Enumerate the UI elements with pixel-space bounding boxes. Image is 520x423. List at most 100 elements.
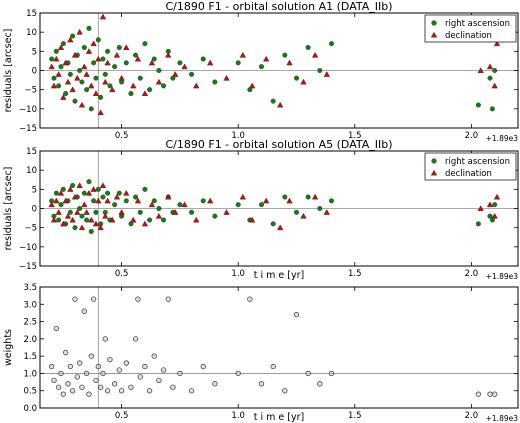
data-point bbox=[112, 64, 118, 70]
data-point bbox=[151, 198, 157, 204]
data-point bbox=[92, 90, 100, 96]
data-point bbox=[105, 190, 111, 196]
data-point bbox=[97, 109, 104, 116]
data-point bbox=[141, 90, 149, 96]
data-point bbox=[105, 48, 111, 54]
data-point bbox=[177, 370, 183, 377]
data-point bbox=[493, 40, 501, 47]
data-point bbox=[58, 370, 64, 377]
y-tick-label: −10 bbox=[19, 105, 37, 115]
data-point bbox=[123, 60, 129, 66]
data-point bbox=[81, 308, 87, 314]
data-point bbox=[76, 182, 83, 188]
data-point bbox=[51, 75, 57, 81]
data-point bbox=[95, 55, 102, 62]
x-offset-label: +1.89e3 bbox=[486, 134, 519, 143]
data-point bbox=[123, 189, 130, 196]
x-offset-label: +1.89e3 bbox=[486, 272, 519, 281]
data-point bbox=[88, 106, 94, 112]
data-point bbox=[188, 388, 195, 394]
data-point bbox=[323, 71, 330, 77]
data-point bbox=[107, 83, 113, 89]
data-point bbox=[193, 82, 200, 89]
data-point bbox=[491, 212, 498, 219]
data-point bbox=[317, 67, 323, 73]
data-point bbox=[83, 209, 90, 215]
data-point bbox=[263, 55, 270, 62]
data-point bbox=[79, 384, 85, 390]
legend-marker-triangle bbox=[430, 31, 438, 38]
data-point bbox=[123, 44, 130, 50]
legend-label: declination bbox=[445, 31, 492, 41]
data-point bbox=[60, 94, 67, 100]
data-point bbox=[69, 216, 76, 223]
y-tick-label: 5 bbox=[32, 185, 37, 195]
data-point bbox=[134, 55, 142, 62]
data-point bbox=[49, 56, 55, 62]
data-point bbox=[489, 106, 495, 112]
data-point bbox=[99, 182, 107, 188]
data-point bbox=[84, 217, 90, 223]
data-point bbox=[95, 197, 102, 204]
data-point bbox=[305, 45, 311, 51]
data-point bbox=[70, 33, 76, 39]
data-point bbox=[492, 202, 498, 208]
data-point bbox=[79, 79, 85, 85]
data-point bbox=[55, 209, 62, 215]
data-point bbox=[193, 216, 200, 223]
data-point bbox=[91, 198, 97, 204]
data-point bbox=[142, 41, 148, 47]
data-point bbox=[83, 71, 90, 77]
data-point bbox=[148, 201, 156, 208]
data-point bbox=[81, 190, 87, 196]
data-point bbox=[88, 353, 94, 359]
data-point bbox=[123, 360, 129, 366]
data-point bbox=[133, 194, 139, 200]
data-point bbox=[249, 216, 256, 223]
data-point bbox=[57, 189, 65, 196]
data-point bbox=[317, 381, 323, 387]
legend-box bbox=[424, 152, 517, 181]
data-point bbox=[102, 78, 109, 85]
data-point bbox=[72, 296, 78, 302]
plot-frame bbox=[39, 286, 519, 409]
data-point bbox=[86, 25, 92, 31]
chart-title: C/1890 F1 - orbital solution A5 (DATA_II… bbox=[165, 138, 392, 151]
data-point bbox=[300, 78, 307, 85]
data-point bbox=[123, 198, 129, 204]
data-point bbox=[492, 67, 498, 73]
y-tick-label: −15 bbox=[19, 262, 37, 272]
data-point bbox=[247, 296, 253, 302]
data-point bbox=[147, 87, 153, 93]
data-point bbox=[312, 193, 319, 200]
x-tick-label: 2.0 bbox=[465, 411, 479, 421]
data-point bbox=[118, 74, 125, 81]
data-point bbox=[156, 205, 162, 211]
data-point bbox=[91, 60, 97, 66]
data-point bbox=[142, 363, 148, 370]
data-point bbox=[286, 197, 293, 204]
data-point bbox=[141, 220, 149, 227]
data-point bbox=[249, 82, 256, 89]
data-point bbox=[90, 40, 97, 47]
y-tick-label: −10 bbox=[19, 243, 37, 253]
data-point bbox=[212, 79, 218, 85]
x-tick-label: 1.5 bbox=[348, 411, 362, 421]
y-tick-label: 0 bbox=[32, 205, 37, 215]
data-point bbox=[63, 90, 69, 96]
x-offset-label: +1.89e3 bbox=[486, 414, 519, 423]
data-point bbox=[93, 377, 99, 383]
data-point bbox=[270, 98, 276, 104]
legend-marker-circle bbox=[431, 20, 437, 26]
data-point bbox=[135, 296, 141, 302]
y-tick-label: 0 bbox=[32, 67, 37, 77]
series-right-ascension bbox=[49, 25, 498, 112]
x-tick-label: 0.5 bbox=[115, 269, 129, 279]
data-point bbox=[76, 28, 83, 35]
data-point bbox=[128, 90, 134, 96]
data-point bbox=[111, 381, 118, 387]
data-point bbox=[97, 384, 104, 390]
data-point bbox=[60, 186, 66, 192]
data-point bbox=[223, 74, 230, 81]
